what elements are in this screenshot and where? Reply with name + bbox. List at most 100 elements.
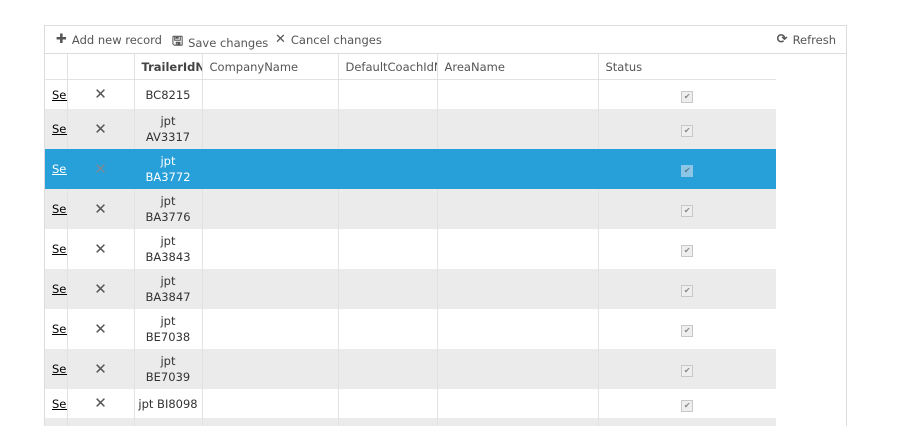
- trailer-id-line: jpt: [160, 354, 176, 368]
- table-row[interactable]: Select ✕ jpt BA3847 ✔: [45, 269, 776, 309]
- company-name-cell[interactable]: [201, 149, 338, 189]
- company-name-cell[interactable]: [201, 349, 338, 389]
- status-checkbox[interactable]: ✔: [681, 125, 694, 137]
- area-name-cell[interactable]: [436, 149, 598, 189]
- trailer-id-line: jpt BI8098: [138, 396, 198, 411]
- select-link[interactable]: Select: [52, 162, 67, 176]
- delete-icon[interactable]: ✕: [94, 319, 107, 338]
- area-name-cell[interactable]: [436, 349, 598, 389]
- trailer-id-cell[interactable]: jpt BA3772: [133, 149, 202, 189]
- company-name-cell[interactable]: [201, 189, 338, 229]
- default-coach-cell[interactable]: [337, 389, 437, 418]
- default-coach-cell[interactable]: [337, 349, 437, 389]
- delete-icon[interactable]: ✕: [94, 279, 107, 298]
- table-row[interactable]: Select ✕ jpt BA3776 ✔: [45, 189, 776, 229]
- trailer-id-line: BC8215: [145, 87, 191, 102]
- add-new-record-button[interactable]: ✚ Add new record: [56, 32, 162, 47]
- column-header-2[interactable]: TrailerIdNumber: [133, 54, 202, 80]
- area-name-cell[interactable]: [436, 389, 598, 418]
- cancel-changes-button[interactable]: ✕ Cancel changes: [275, 32, 382, 47]
- trailer-id-cell[interactable]: jpt BA3776: [133, 189, 202, 229]
- column-header-3[interactable]: CompanyName: [201, 54, 338, 80]
- area-name-cell[interactable]: [436, 79, 598, 109]
- delete-icon[interactable]: ✕: [94, 239, 107, 258]
- company-name-cell[interactable]: [201, 229, 338, 269]
- select-link[interactable]: Select: [52, 242, 67, 256]
- company-name-cell[interactable]: [201, 309, 338, 349]
- table-row[interactable]: Select ✕ jpt BE7038 ✔: [45, 309, 776, 349]
- trailer-id-line: BA3843: [145, 250, 191, 264]
- table-row[interactable]: Select ✕ jpt BE7039 ✔: [45, 349, 776, 389]
- trailer-id-line: jpt: [160, 274, 176, 288]
- grid-toolbar: ✚ Add new record 🖫 Save changes ✕ Cancel ch…: [45, 26, 846, 54]
- data-grid: ✚ Add new record 🖫 Save changes ✕ Cancel ch…: [44, 25, 847, 426]
- area-name-cell[interactable]: [436, 309, 598, 349]
- table-row[interactable]: Select ✕ jpt BA3843 ✔: [45, 229, 776, 269]
- table-row[interactable]: Select ✕ jpt AV3317 ✔: [45, 109, 776, 149]
- default-coach-cell[interactable]: [337, 149, 437, 189]
- default-coach-cell[interactable]: [337, 79, 437, 109]
- delete-icon[interactable]: ✕: [94, 199, 107, 218]
- select-link[interactable]: Select: [52, 87, 67, 102]
- table-row[interactable]: Select ✕ BC8215 ✔: [45, 79, 776, 109]
- company-name-cell[interactable]: [201, 269, 338, 309]
- status-checkbox[interactable]: ✔: [681, 245, 694, 257]
- trailer-id-line: AV3317: [145, 130, 191, 144]
- select-link[interactable]: Select: [52, 322, 67, 336]
- status-checkbox[interactable]: ✔: [681, 205, 694, 217]
- trailer-id-cell[interactable]: jpt BE7038: [133, 309, 202, 349]
- trailer-id-cell[interactable]: jpt BI8098: [133, 389, 202, 418]
- column-header-6[interactable]: Status: [597, 54, 776, 80]
- refresh-button[interactable]: ⟳ Refresh: [776, 32, 836, 47]
- delete-icon[interactable]: ✕: [94, 85, 107, 103]
- delete-icon[interactable]: ✕: [94, 119, 107, 138]
- table-row[interactable]: Select ✕ jpt BA3772 ✔: [45, 149, 776, 189]
- column-header-x: [45, 54, 67, 80]
- area-name-cell[interactable]: [436, 189, 598, 229]
- default-coach-cell[interactable]: [337, 189, 437, 229]
- delete-icon[interactable]: ✕: [94, 394, 107, 412]
- area-name-cell[interactable]: [436, 109, 598, 149]
- select-link[interactable]: Select: [52, 122, 67, 136]
- table-row[interactable]: Select ✕ jpt BI8098 ✔: [45, 389, 776, 418]
- company-name-cell[interactable]: [201, 79, 338, 109]
- trailer-id-line: BA3847: [145, 290, 191, 304]
- grid-table: TrailerIdNumberCompanyNameDefaultCoachId…: [45, 54, 776, 426]
- trailer-id-cell[interactable]: jpt BE7039: [133, 349, 202, 389]
- company-name-cell[interactable]: [201, 109, 338, 149]
- trailer-id-cell[interactable]: jpt BA3847: [133, 269, 202, 309]
- column-header-4[interactable]: DefaultCoachIdNumber: [337, 54, 437, 80]
- delete-icon[interactable]: ✕: [94, 359, 107, 378]
- trailer-id-cell[interactable]: jpt BA3843: [133, 229, 202, 269]
- select-link[interactable]: Select: [52, 396, 67, 411]
- status-checkbox[interactable]: ✔: [681, 90, 694, 103]
- save-changes-button[interactable]: 🖫 Save changes: [172, 32, 268, 54]
- column-header-5[interactable]: AreaName: [436, 54, 598, 80]
- refresh-icon: ⟳: [776, 32, 788, 47]
- save-icon: 🖫: [172, 34, 184, 49]
- area-name-cell[interactable]: [436, 269, 598, 309]
- select-link[interactable]: Select: [52, 202, 67, 216]
- area-name-cell[interactable]: [436, 229, 598, 269]
- status-checkbox[interactable]: ✔: [681, 399, 694, 412]
- column-header-1: [66, 54, 134, 80]
- default-coach-cell[interactable]: [337, 229, 437, 269]
- status-checkbox[interactable]: ✔: [681, 165, 694, 177]
- trailer-id-line: BA3772: [145, 170, 191, 184]
- trailer-id-line: jpt: [160, 234, 176, 248]
- default-coach-cell[interactable]: [337, 269, 437, 309]
- select-link[interactable]: Select: [52, 362, 67, 376]
- default-coach-cell[interactable]: [337, 109, 437, 149]
- status-checkbox[interactable]: ✔: [681, 285, 694, 297]
- delete-icon[interactable]: ✕: [94, 159, 107, 178]
- company-name-cell[interactable]: [201, 389, 338, 418]
- trailer-id-line: BA3776: [145, 210, 191, 224]
- select-link[interactable]: Select: [52, 282, 67, 296]
- trailer-id-cell[interactable]: BC8215: [133, 79, 202, 109]
- trailer-id-line: BE7038: [145, 330, 191, 344]
- trailer-id-cell[interactable]: jpt AV3317: [133, 109, 202, 149]
- status-checkbox[interactable]: ✔: [681, 365, 694, 377]
- default-coach-cell[interactable]: [337, 309, 437, 349]
- status-checkbox[interactable]: ✔: [681, 325, 694, 337]
- trailer-id-line: jpt: [160, 314, 176, 328]
